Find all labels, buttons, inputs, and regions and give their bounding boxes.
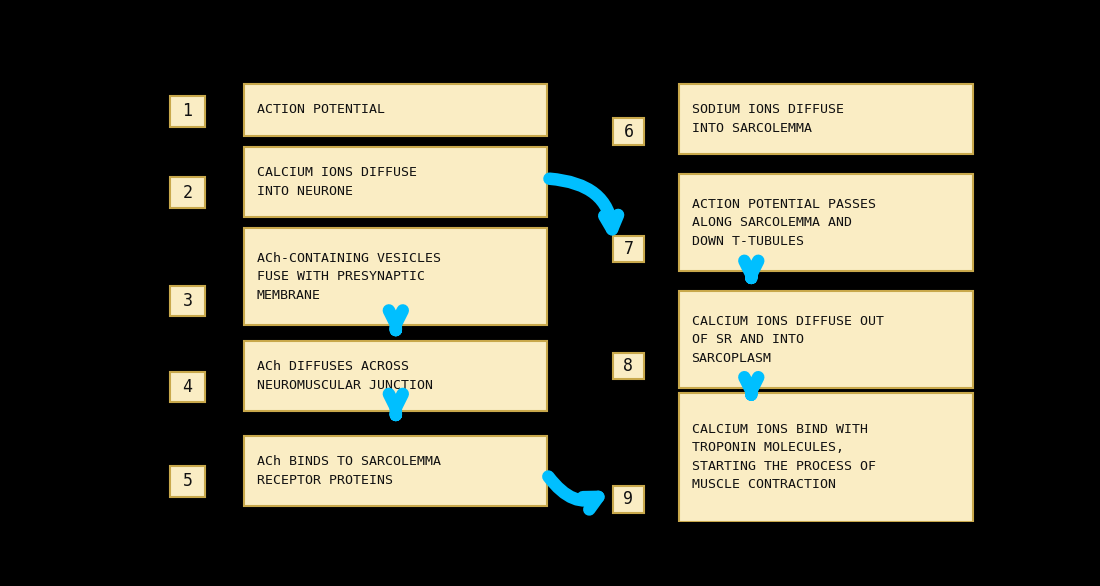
Text: 3: 3 xyxy=(183,292,192,310)
FancyBboxPatch shape xyxy=(244,341,547,411)
Text: ACTION POTENTIAL PASSES
ALONG SARCOLEMMA AND
DOWN T-TUBULES: ACTION POTENTIAL PASSES ALONG SARCOLEMMA… xyxy=(692,197,876,248)
Text: ACh BINDS TO SARCOLEMMA
RECEPTOR PROTEINS: ACh BINDS TO SARCOLEMMA RECEPTOR PROTEIN… xyxy=(257,455,441,486)
FancyBboxPatch shape xyxy=(169,372,205,402)
FancyBboxPatch shape xyxy=(613,118,644,145)
Text: SODIUM IONS DIFFUSE
INTO SARCOLEMMA: SODIUM IONS DIFFUSE INTO SARCOLEMMA xyxy=(692,103,844,135)
Text: 6: 6 xyxy=(624,122,634,141)
Text: ACh-CONTAINING VESICLES
FUSE WITH PRESYNAPTIC
MEMBRANE: ACh-CONTAINING VESICLES FUSE WITH PRESYN… xyxy=(257,252,441,302)
FancyBboxPatch shape xyxy=(244,229,547,325)
Text: CALCIUM IONS DIFFUSE
INTO NEURONE: CALCIUM IONS DIFFUSE INTO NEURONE xyxy=(257,166,417,197)
Text: 5: 5 xyxy=(183,472,192,490)
FancyBboxPatch shape xyxy=(169,178,205,208)
Text: 4: 4 xyxy=(183,378,192,396)
FancyBboxPatch shape xyxy=(169,286,205,316)
FancyArrowPatch shape xyxy=(550,179,618,229)
FancyBboxPatch shape xyxy=(244,84,547,136)
Text: CALCIUM IONS BIND WITH
TROPONIN MOLECULES,
STARTING THE PROCESS OF
MUSCLE CONTRA: CALCIUM IONS BIND WITH TROPONIN MOLECULE… xyxy=(692,423,876,492)
FancyBboxPatch shape xyxy=(169,96,205,127)
FancyBboxPatch shape xyxy=(169,466,205,497)
Text: 9: 9 xyxy=(624,490,634,508)
FancyBboxPatch shape xyxy=(613,236,644,262)
FancyBboxPatch shape xyxy=(613,486,644,513)
Text: 8: 8 xyxy=(624,357,634,375)
FancyArrowPatch shape xyxy=(548,476,598,509)
Text: ACTION POTENTIAL: ACTION POTENTIAL xyxy=(257,103,385,116)
FancyBboxPatch shape xyxy=(679,84,972,154)
FancyBboxPatch shape xyxy=(679,291,972,389)
FancyBboxPatch shape xyxy=(244,436,547,506)
FancyBboxPatch shape xyxy=(679,393,972,522)
Text: 1: 1 xyxy=(183,103,192,121)
Text: CALCIUM IONS DIFFUSE OUT
OF SR AND INTO
SARCOPLASM: CALCIUM IONS DIFFUSE OUT OF SR AND INTO … xyxy=(692,315,883,365)
FancyBboxPatch shape xyxy=(244,147,547,217)
Text: 7: 7 xyxy=(624,240,634,258)
Text: 2: 2 xyxy=(183,184,192,202)
FancyBboxPatch shape xyxy=(613,353,644,379)
FancyBboxPatch shape xyxy=(679,174,972,271)
Text: ACh DIFFUSES ACROSS
NEUROMUSCULAR JUNCTION: ACh DIFFUSES ACROSS NEUROMUSCULAR JUNCTI… xyxy=(257,360,433,392)
